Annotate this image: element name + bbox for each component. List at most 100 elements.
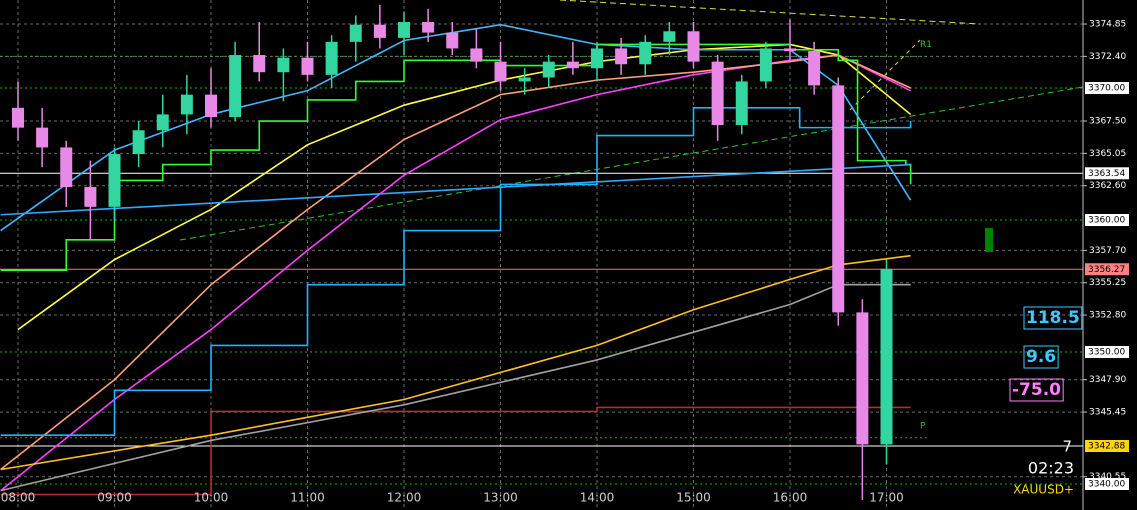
price-label: 3360.00 — [1088, 216, 1125, 226]
candle-body — [325, 41, 338, 75]
indicator-line — [0, 107, 912, 436]
candle-body — [591, 48, 603, 69]
price-box — [1085, 477, 1129, 490]
candle-body — [446, 32, 459, 49]
panel-box — [1023, 306, 1083, 330]
candle-body — [880, 268, 893, 445]
candle-body — [687, 31, 700, 62]
price-box — [1085, 167, 1129, 180]
candle-body — [470, 48, 483, 62]
candle-body — [205, 94, 217, 118]
price-box — [1085, 263, 1129, 276]
panel-value: -75.0 — [1012, 380, 1061, 400]
y-tick-label: 3365.05 — [1089, 149, 1126, 159]
candle-body — [229, 55, 242, 118]
x-tick-label: 13:00 — [483, 491, 518, 505]
indicators — [0, 0, 1083, 496]
indicator-line — [0, 54, 911, 471]
indicator-line — [0, 163, 911, 216]
indicator-line — [0, 23, 912, 232]
price-label: 3340.00 — [1088, 479, 1125, 489]
candle-body — [422, 22, 435, 33]
x-tick-label: 09:00 — [97, 491, 132, 505]
price-box — [1085, 82, 1129, 95]
x-tick-label: 16:00 — [773, 491, 808, 505]
level-label: R1 — [920, 40, 932, 50]
candle-body — [542, 61, 555, 78]
counter: 7 — [1062, 438, 1072, 456]
indicator-line — [0, 254, 911, 471]
x-tick-label: 11:00 — [290, 491, 325, 505]
y-tick-label: 3357.70 — [1089, 246, 1126, 256]
candle-body — [711, 61, 724, 125]
candle-body — [518, 77, 531, 82]
candle-body — [832, 85, 845, 313]
trend-line — [849, 39, 921, 111]
timer: 02:23 — [1028, 459, 1074, 478]
y-tick-label: 3340.55 — [1089, 472, 1126, 482]
candle-body — [108, 154, 121, 207]
candle-body — [156, 114, 169, 131]
candle-body — [12, 107, 24, 128]
candle-body — [639, 41, 652, 65]
indicator-line — [0, 54, 911, 492]
candle-body — [566, 61, 579, 69]
candle-body — [60, 147, 73, 188]
candle-body — [663, 31, 676, 42]
candle-body — [808, 51, 821, 86]
candle-body — [132, 130, 145, 155]
price-box — [1085, 439, 1129, 452]
trend-line — [179, 86, 1083, 241]
level-label: P — [920, 421, 926, 431]
candle-body — [759, 48, 772, 82]
price-label: 3350.00 — [1088, 348, 1125, 358]
price-label: 3370.00 — [1088, 84, 1125, 94]
signal-bar — [985, 228, 993, 252]
panel-value: 9.6 — [1026, 347, 1056, 367]
y-tick-label: 3362.60 — [1089, 181, 1126, 191]
y-tick-label: 3374.85 — [1089, 20, 1126, 30]
y-tick-label: 3352.80 — [1089, 311, 1126, 321]
price-label: 3363.54 — [1088, 169, 1125, 179]
price-label: 3342.88 — [1088, 441, 1125, 451]
candle-body — [615, 48, 628, 65]
x-tick-label: 14:00 — [580, 491, 615, 505]
price-axis: 3374.85 3372.40 3367.50 3365.05 3362.60 3357.… — [1082, 0, 1129, 510]
candles — [12, 4, 893, 500]
candle-body — [277, 57, 290, 73]
price-box — [1085, 346, 1129, 359]
candle-body — [398, 22, 410, 38]
candle-body — [180, 94, 193, 115]
indicator-line — [0, 406, 911, 496]
x-tick-label: 12:00 — [387, 491, 422, 505]
candle-body — [494, 61, 507, 82]
symbol: XAUUSD+ — [1013, 483, 1074, 497]
x-tick-label: 17:00 — [869, 491, 904, 505]
candle-body — [84, 187, 97, 207]
y-tick-label: 3355.25 — [1089, 278, 1126, 288]
y-tick-label: 3347.90 — [1089, 375, 1126, 385]
panel-box — [1009, 378, 1064, 402]
x-tick-label: 15:00 — [676, 491, 711, 505]
candle-body — [856, 312, 869, 445]
x-tick-label: 08:00 — [1, 491, 36, 505]
panel-value: 118.5 — [1026, 308, 1080, 328]
indicator-line — [0, 43, 912, 271]
panel-box — [1023, 345, 1059, 369]
price-box — [1085, 214, 1129, 227]
price-label: 3356.27 — [1088, 265, 1125, 275]
trend-line — [559, 0, 981, 25]
candle-body — [349, 24, 362, 42]
candle-body — [301, 57, 314, 75]
y-tick-label: 3367.50 — [1089, 117, 1126, 127]
y-tick-label: 3345.45 — [1089, 408, 1126, 418]
candle-body — [253, 55, 266, 73]
y-tick-label: 3372.40 — [1089, 52, 1126, 62]
x-tick-label: 10:00 — [194, 491, 229, 505]
candle-body — [36, 127, 49, 148]
candle-body — [735, 81, 748, 125]
candle-body — [373, 24, 386, 38]
candle-body — [784, 48, 796, 52]
